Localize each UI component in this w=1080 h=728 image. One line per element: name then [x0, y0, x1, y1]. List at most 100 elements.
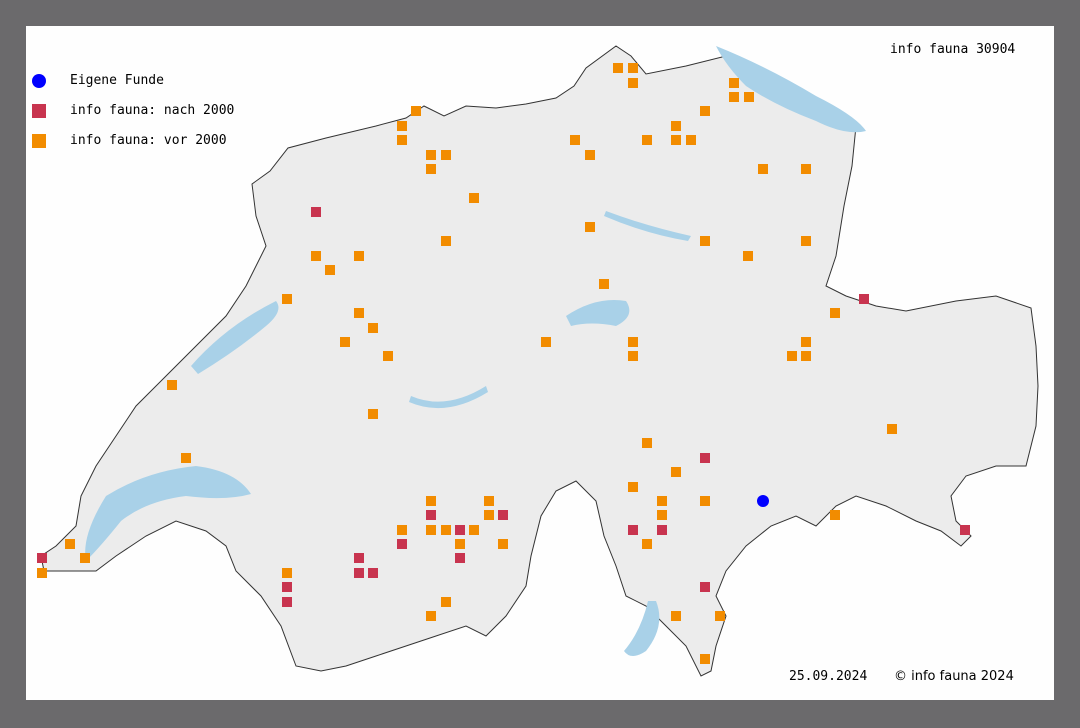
marker-before-2000: [37, 568, 47, 578]
marker-after-2000: [282, 597, 292, 607]
lake-thun-brienz: [409, 386, 488, 409]
marker-before-2000: [311, 251, 321, 261]
marker-before-2000: [599, 279, 609, 289]
marker-before-2000: [426, 164, 436, 174]
marker-before-2000: [585, 150, 595, 160]
marker-before-2000: [628, 337, 638, 347]
marker-before-2000: [411, 106, 421, 116]
marker-after-2000: [455, 553, 465, 563]
marker-before-2000: [325, 265, 335, 275]
marker-before-2000: [354, 308, 364, 318]
marker-before-2000: [758, 164, 768, 174]
marker-before-2000: [801, 337, 811, 347]
marker-before-2000: [642, 135, 652, 145]
marker-after-2000: [397, 539, 407, 549]
observation-markers: [37, 63, 970, 664]
marker-before-2000: [613, 63, 623, 73]
marker-before-2000: [801, 236, 811, 246]
marker-before-2000: [397, 121, 407, 131]
lake-maggiore: [624, 601, 660, 656]
marker-after-2000: [657, 525, 667, 535]
marker-before-2000: [686, 135, 696, 145]
legend-label: info fauna: vor 2000: [70, 133, 227, 148]
marker-after-2000: [426, 510, 436, 520]
marker-before-2000: [628, 78, 638, 88]
map-date: 25.09.2024: [789, 669, 868, 684]
marker-before-2000: [830, 308, 840, 318]
lake-neuchatel: [191, 301, 279, 374]
marker-before-2000: [282, 568, 292, 578]
marker-after-2000: [311, 207, 321, 217]
marker-before-2000: [397, 525, 407, 535]
blue-circle-icon: [32, 73, 46, 88]
marker-before-2000: [426, 525, 436, 535]
lake-lucerne: [566, 300, 630, 326]
marker-before-2000: [657, 510, 667, 520]
marker-after-2000: [498, 510, 508, 520]
marker-before-2000: [671, 611, 681, 621]
marker-before-2000: [167, 380, 177, 390]
lake-zurich: [604, 211, 691, 241]
marker-before-2000: [801, 164, 811, 174]
marker-before-2000: [628, 351, 638, 361]
marker-before-2000: [368, 323, 378, 333]
lake-geneva: [85, 466, 251, 561]
marker-before-2000: [484, 496, 494, 506]
marker-before-2000: [787, 351, 797, 361]
marker-before-2000: [498, 539, 508, 549]
orange-square-icon: [32, 133, 46, 148]
marker-before-2000: [426, 611, 436, 621]
copyright: © info fauna 2024: [894, 669, 1014, 684]
marker-before-2000: [354, 251, 364, 261]
marker-before-2000: [743, 251, 753, 261]
marker-before-2000: [484, 510, 494, 520]
marker-before-2000: [80, 553, 90, 563]
legend-item-own: Eigene Funde: [32, 73, 164, 88]
marker-after-2000: [368, 568, 378, 578]
marker-before-2000: [744, 92, 754, 102]
marker-before-2000: [441, 150, 451, 160]
marker-before-2000: [585, 222, 595, 232]
legend-label: info fauna: nach 2000: [70, 103, 235, 118]
marker-before-2000: [700, 654, 710, 664]
marker-before-2000: [801, 351, 811, 361]
marker-before-2000: [657, 496, 667, 506]
legend-item-before-2000: info fauna: vor 2000: [32, 133, 227, 148]
marker-before-2000: [181, 453, 191, 463]
country-outline: [40, 45, 1039, 677]
marker-before-2000: [455, 539, 465, 549]
marker-before-2000: [469, 525, 479, 535]
marker-after-2000: [628, 525, 638, 535]
marker-after-2000: [354, 553, 364, 563]
marker-before-2000: [830, 510, 840, 520]
lake-constance: [716, 46, 866, 133]
marker-before-2000: [715, 611, 725, 621]
legend-label: Eigene Funde: [70, 73, 164, 88]
marker-before-2000: [642, 438, 652, 448]
marker-before-2000: [642, 539, 652, 549]
marker-before-2000: [340, 337, 350, 347]
marker-before-2000: [469, 193, 479, 203]
marker-after-2000: [859, 294, 869, 304]
marker-before-2000: [368, 409, 378, 419]
marker-before-2000: [671, 467, 681, 477]
marker-before-2000: [65, 539, 75, 549]
marker-before-2000: [729, 78, 739, 88]
marker-before-2000: [700, 236, 710, 246]
switzerland-map: [37, 45, 1039, 677]
legend-item-after-2000: info fauna: nach 2000: [32, 103, 234, 118]
marker-before-2000: [700, 496, 710, 506]
marker-before-2000: [282, 294, 292, 304]
marker-after-2000: [354, 568, 364, 578]
marker-before-2000: [397, 135, 407, 145]
map-title: info fauna 30904: [890, 42, 1016, 57]
marker-before-2000: [671, 121, 681, 131]
marker-after-2000: [960, 525, 970, 535]
marker-after-2000: [455, 525, 465, 535]
marker-before-2000: [628, 63, 638, 73]
marker-before-2000: [729, 92, 739, 102]
marker-before-2000: [383, 351, 393, 361]
marker-before-2000: [887, 424, 897, 434]
marker-before-2000: [541, 337, 551, 347]
marker-before-2000: [570, 135, 580, 145]
